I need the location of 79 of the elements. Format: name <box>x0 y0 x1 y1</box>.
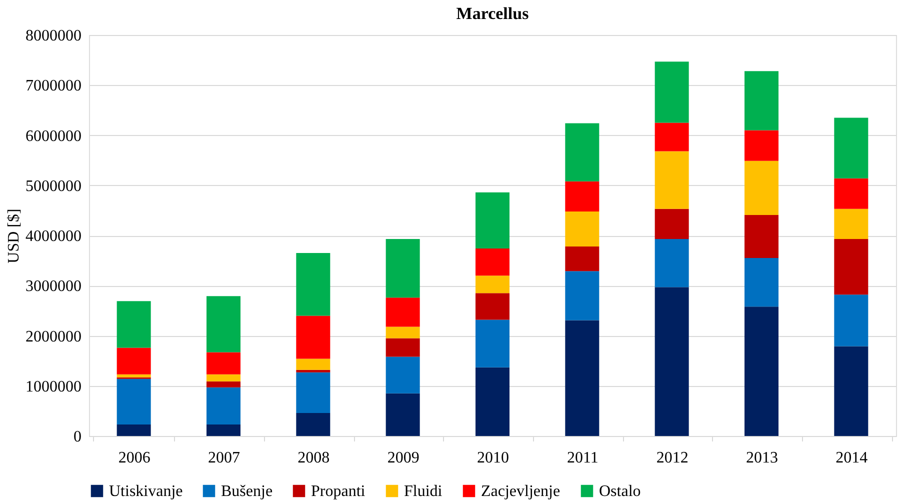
bar <box>834 239 868 295</box>
bar <box>206 424 240 436</box>
bar <box>834 208 868 240</box>
legend-label: Propanti <box>311 483 366 500</box>
bar <box>476 192 510 249</box>
bar <box>116 374 151 378</box>
bar <box>296 316 330 359</box>
y-tick-label: 3000000 <box>26 278 82 296</box>
bar <box>744 71 778 130</box>
legend-label: Ostalo <box>599 483 641 500</box>
bar <box>565 246 600 272</box>
bar <box>476 367 510 436</box>
bar <box>834 346 868 436</box>
legend-label: Fluidi <box>404 483 443 500</box>
bar <box>744 306 778 436</box>
legend-label: Bušenje <box>221 483 273 500</box>
y-tick-label: 0 <box>74 428 82 446</box>
bar <box>565 271 600 320</box>
x-tick-label: 2010 <box>477 450 509 466</box>
y-tick-label: 6000000 <box>26 128 82 145</box>
bar <box>744 258 778 307</box>
bar <box>296 412 330 436</box>
bar <box>116 348 151 374</box>
legend-label: Utiskivanje <box>109 483 183 500</box>
bar <box>206 387 240 424</box>
chart-title: Marcellus <box>456 4 530 23</box>
bar <box>386 393 420 436</box>
bar <box>654 122 689 152</box>
bar <box>476 320 510 368</box>
y-tick-label: 2000000 <box>26 328 82 346</box>
bar <box>654 151 689 209</box>
x-tick-label: 2006 <box>118 450 150 466</box>
bar <box>476 293 510 320</box>
bar <box>744 214 778 258</box>
y-tick-label: 5000000 <box>26 178 82 195</box>
bar <box>565 123 600 182</box>
legend-label: Zacjevljenje <box>481 483 560 500</box>
bar <box>206 296 240 352</box>
bar <box>654 287 689 436</box>
bar <box>116 301 151 348</box>
bar <box>834 178 868 209</box>
bar <box>296 253 330 316</box>
y-tick-label: 4000000 <box>26 228 82 245</box>
x-tick-label: 2014 <box>836 450 868 466</box>
bar <box>744 160 778 215</box>
y-tick-label: 8000000 <box>26 28 82 44</box>
bar <box>565 320 600 436</box>
bar <box>116 378 151 424</box>
bar <box>386 338 420 357</box>
bar <box>565 211 600 247</box>
bar <box>744 130 778 161</box>
bar <box>206 381 240 388</box>
bar <box>116 424 151 436</box>
bar <box>386 326 420 338</box>
bar <box>476 276 510 294</box>
bar <box>206 374 240 382</box>
x-tick-label: 2009 <box>387 450 420 466</box>
bar <box>206 352 240 374</box>
y-axis-title: USD [$] <box>6 208 22 264</box>
bar <box>386 298 420 327</box>
bar <box>565 181 600 212</box>
bar <box>654 62 689 123</box>
bar <box>654 239 689 288</box>
y-tick-label: 1000000 <box>26 378 82 396</box>
x-tick-label: 2007 <box>208 450 240 466</box>
x-tick-label: 2012 <box>656 450 688 466</box>
bar <box>476 248 510 276</box>
x-tick-label: 2011 <box>566 450 598 466</box>
bar <box>834 118 868 178</box>
bar <box>386 239 420 298</box>
bar <box>296 370 330 372</box>
x-tick-label: 2008 <box>298 450 330 466</box>
bar <box>834 294 868 346</box>
bar <box>654 208 689 240</box>
bar <box>296 358 330 370</box>
bar <box>296 372 330 413</box>
y-tick-label: 7000000 <box>26 78 82 95</box>
bar <box>386 356 420 394</box>
x-tick-label: 2013 <box>746 450 778 466</box>
